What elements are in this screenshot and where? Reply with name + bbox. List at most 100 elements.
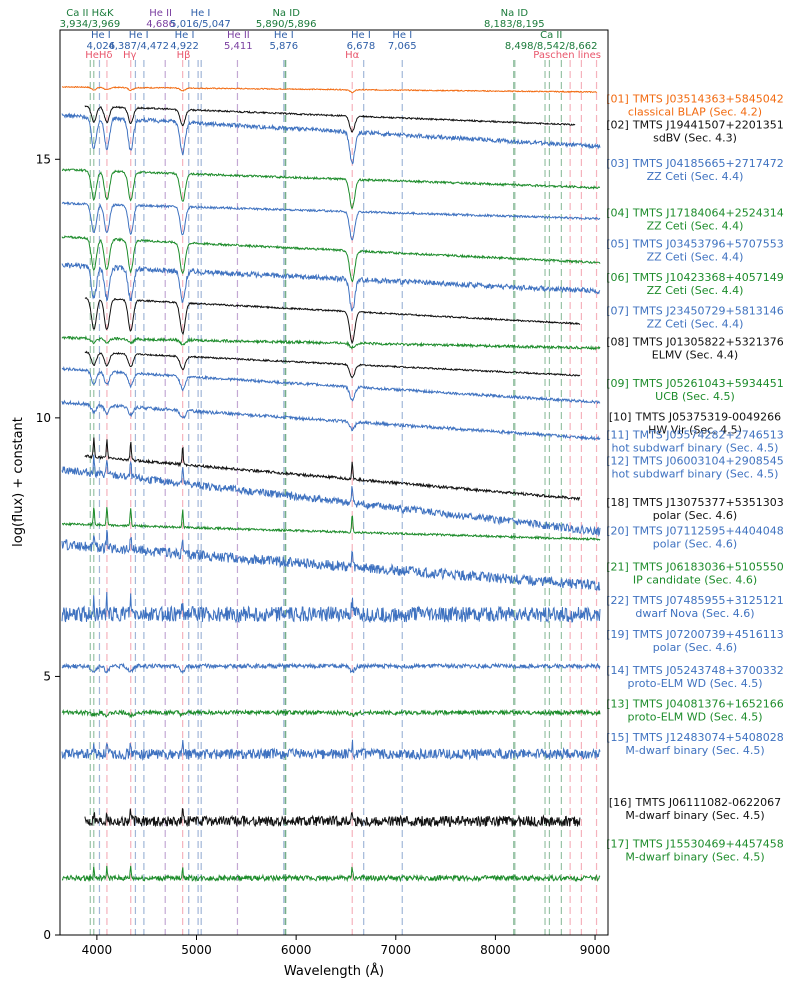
spectrum-line: [61, 261, 601, 312]
series-name: TMTS J07200739+4516113: [632, 628, 784, 641]
series-label-name: [13] TMTS J04081376+1652166: [606, 698, 783, 711]
series-label-subtitle: UCB (Sec. 4.5): [655, 390, 735, 403]
plot-frame: [59, 29, 609, 936]
series-id: [10]: [609, 411, 632, 424]
series-name: TMTS J06183036+5105550: [632, 561, 784, 574]
spectral-line-wavelength: 5,890/5,896: [256, 19, 317, 30]
series-label-subtitle: polar (Sec. 4.6): [653, 537, 737, 550]
spectral-line-name: Paschen lines: [533, 50, 601, 61]
series-id: [15]: [606, 731, 629, 744]
spectral-line-name: HeHδ: [85, 50, 112, 61]
series-label-subtitle: HW Vir (Sec. 4.5): [648, 424, 742, 437]
series-id: [22]: [606, 594, 629, 607]
series-label-subtitle: classical BLAP (Sec. 4.2): [628, 106, 762, 119]
spectral-line-name: Hγ: [123, 50, 137, 61]
series-label-name: [02] TMTS J19441507+2201351: [606, 118, 783, 131]
spectral-line-name: He I: [129, 30, 149, 41]
spectral-line-wavelength: 4,387/4,472: [108, 41, 169, 52]
axes: 4000 5000 6000 7000 8000 9000 0 5 10 15: [36, 152, 611, 957]
spectral-line-name: He I: [274, 30, 294, 41]
series-label-name: [07] TMTS J23450729+5813146: [606, 305, 783, 318]
series-label-name: [01] TMTS J03514363+5845042: [606, 93, 783, 106]
y-axis-title: log(flux) + constant: [11, 417, 26, 547]
spectral-line-wavelength: 4,922: [170, 41, 199, 52]
series-name: TMTS J04185665+2717472: [632, 157, 784, 170]
series-id: [19]: [606, 628, 629, 641]
x-tick-label: 6000: [281, 943, 312, 957]
spectral-line-wavelength: 5,016/5,047: [170, 19, 231, 30]
spectral-line-wavelength: 4,686: [146, 19, 175, 30]
spectrum-line: [61, 335, 601, 351]
x-tick-label: 7000: [381, 943, 412, 957]
series-id: [11]: [606, 429, 629, 442]
series-id: [08]: [606, 336, 629, 349]
series-label-name: [11] TMTS J05574282+2746513: [606, 429, 783, 442]
x-tick-label: 9000: [580, 943, 611, 957]
spectrum-line: [61, 168, 601, 210]
series-label-subtitle: proto-ELM WD (Sec. 4.5): [628, 711, 763, 724]
series-label-subtitle: hot subdwarf binary (Sec. 4.5): [612, 468, 779, 481]
series-label-name: [18] TMTS J13075377+5351303: [606, 496, 783, 509]
series-label-name: [06] TMTS J10423368+4057149: [606, 271, 783, 284]
spectrum-line: [61, 591, 601, 624]
series-label-subtitle: ZZ Ceti (Sec. 4.4): [647, 170, 744, 183]
series-name: TMTS J05243748+3700332: [632, 664, 784, 677]
spectrum-line: [84, 437, 581, 502]
spectral-line-wavelength: 4,026: [87, 41, 116, 52]
series-label-name: [14] TMTS J05243748+3700332: [606, 664, 783, 677]
spectrum-line: [61, 454, 601, 537]
spectrum-line: [61, 399, 601, 441]
series-label-name: [03] TMTS J04185665+2717472: [606, 157, 783, 170]
series-label-subtitle: M-dwarf binary (Sec. 4.5): [625, 744, 764, 757]
series-id: [03]: [606, 157, 629, 170]
series-name: TMTS J12483074+5408028: [632, 731, 784, 744]
spectrum-line: [84, 350, 581, 379]
series-name: TMTS J04081376+1652166: [632, 698, 784, 711]
series-id: [06]: [606, 271, 629, 284]
series-label-subtitle: hot subdwarf binary (Sec. 4.5): [612, 442, 779, 455]
series-label-name: [19] TMTS J07200739+4516113: [606, 628, 783, 641]
series-name: TMTS J07485955+3125121: [632, 594, 784, 607]
series-label-subtitle: polar (Sec. 4.6): [653, 641, 737, 654]
spectral-line-wavelength: 5,411: [224, 41, 253, 52]
y-tick-label: 10: [36, 411, 51, 425]
spectral-line-name: Na ID: [501, 8, 529, 19]
spectral-line-name: He I: [392, 30, 412, 41]
series-name: TMTS J05261043+5934451: [632, 377, 784, 390]
spectrum-line: [61, 662, 601, 675]
spectrum-line: [61, 85, 598, 94]
series-label-subtitle: ZZ Ceti (Sec. 4.4): [647, 250, 744, 263]
spectral-line-wavelength: 6,678: [347, 41, 376, 52]
spectrum-line: [84, 105, 576, 133]
spectral-line-name: Hα: [345, 50, 360, 61]
series-id: [17]: [606, 837, 629, 850]
series-label-subtitle: IP candidate (Sec. 4.6): [633, 574, 757, 587]
series-label-subtitle: sdBV (Sec. 4.3): [653, 131, 737, 144]
series-id: [04]: [606, 206, 629, 219]
spectral-line-name: He I: [351, 30, 371, 41]
series-id: [12]: [606, 455, 629, 468]
spectrum-line: [61, 865, 601, 883]
spectral-line-wavelength: 8,498/8,542/8,662: [505, 41, 598, 52]
spectrum-line: [61, 739, 601, 762]
spectral-line-name: He II: [149, 8, 172, 19]
spectral-line-wavelength: 5,876: [269, 41, 298, 52]
spectral-line-wavelength: 3,934/3,969: [60, 19, 121, 30]
series-id: [05]: [606, 237, 629, 250]
spectral-line-name: Ca II H&K: [66, 8, 114, 19]
series-label-name: [20] TMTS J07112595+4404048: [606, 524, 783, 537]
series-label-subtitle: ELMV (Sec. 4.4): [652, 349, 738, 362]
series-label-subtitle: dwarf Nova (Sec. 4.6): [635, 607, 754, 620]
series-id: [01]: [606, 93, 629, 106]
series-label-name: [15] TMTS J12483074+5408028: [606, 731, 783, 744]
series-name: TMTS J17184064+2524314: [632, 206, 784, 219]
series-label-subtitle: M-dwarf binary (Sec. 4.5): [625, 850, 764, 863]
series-id: [20]: [606, 524, 629, 537]
spectral-line-wavelength: 8,183/8,195: [484, 19, 545, 30]
series-name: TMTS J10423368+4057149: [632, 271, 784, 284]
spectrum-line: [84, 807, 581, 828]
series-name: TMTS J03453796+5707553: [632, 237, 784, 250]
series-label-subtitle: polar (Sec. 4.6): [653, 509, 737, 522]
